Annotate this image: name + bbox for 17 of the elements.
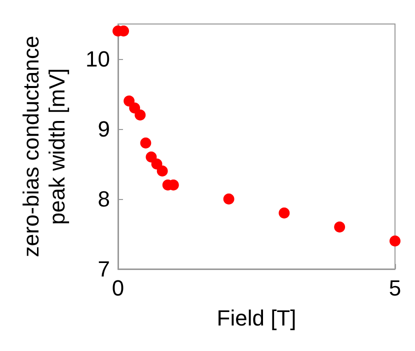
x-tick-label: 0 — [112, 276, 124, 300]
point — [334, 222, 346, 232]
point — [140, 138, 152, 148]
point — [156, 166, 168, 176]
y-tick-label: 10 — [86, 46, 110, 72]
point — [223, 194, 234, 204]
x-axis-title: Field [T] — [216, 306, 296, 330]
x-tick-label: 5 — [388, 276, 402, 300]
y-tick-label: 9 — [98, 116, 110, 142]
y-axis-title: zero-bias conductance peak width [mV] — [18, 36, 70, 258]
point — [134, 110, 146, 120]
point — [124, 96, 135, 106]
y-tick-label: 7 — [98, 256, 110, 282]
point — [390, 236, 400, 246]
y-tick-label: 8 — [98, 186, 110, 212]
point — [129, 102, 140, 114]
point — [278, 208, 290, 218]
